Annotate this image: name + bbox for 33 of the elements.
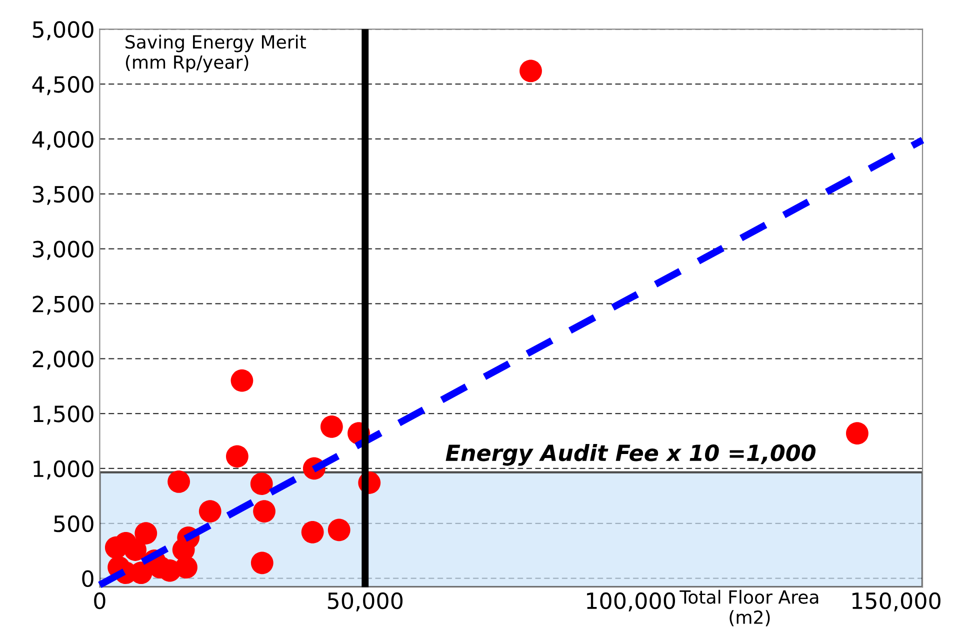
- point: [250, 552, 274, 574]
- y-tick-label: 1,000: [34, 460, 94, 480]
- x-tick-label: 0: [94, 592, 106, 610]
- y-tick-label: 3,500: [32, 186, 94, 205]
- point: [168, 470, 190, 493]
- point: [301, 520, 324, 544]
- point: [230, 369, 254, 392]
- point: [520, 60, 542, 82]
- y-tick-label: 0: [82, 570, 94, 588]
- point: [226, 445, 248, 468]
- y-tick-label: 5,000: [32, 21, 94, 40]
- y-tick-label: 500: [54, 515, 94, 532]
- x-tick-label: 100,000: [587, 592, 676, 612]
- point: [198, 500, 222, 522]
- y-tick-label: 2,500: [32, 296, 94, 315]
- point: [175, 556, 198, 579]
- point: [320, 416, 343, 438]
- y-tick-label: 4,000: [32, 130, 94, 150]
- point: [846, 422, 868, 445]
- point: [253, 500, 276, 522]
- y-tick-label: 1,500: [34, 406, 94, 425]
- x-tick-label: 50,000: [328, 592, 403, 612]
- point: [134, 522, 158, 544]
- x-tick-label: 150,000: [852, 592, 940, 612]
- y-tick-label: 4,500: [32, 76, 94, 96]
- x-axis-title: Total Floor Area (m2): [680, 590, 818, 626]
- y-tick-label: 3,000: [32, 240, 94, 260]
- band-label: Energy Audit Fee x 10 =1,000: [446, 444, 816, 466]
- point: [328, 518, 350, 542]
- point: [124, 538, 146, 561]
- point: [250, 472, 273, 496]
- y-tick-label: 2,000: [32, 350, 94, 370]
- y-axis-title: Saving Energy Merit (mm Rp/year): [126, 34, 306, 72]
